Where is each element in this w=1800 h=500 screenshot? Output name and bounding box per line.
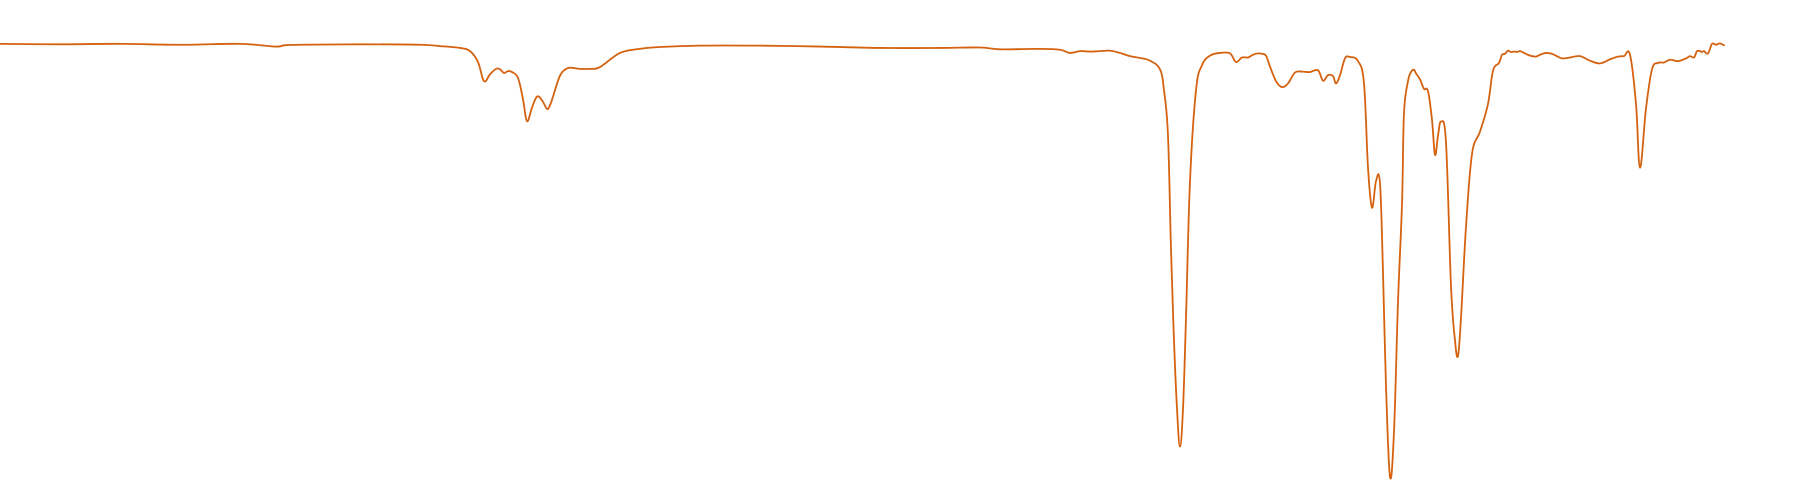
spectrum-series-line-0 bbox=[0, 42, 1725, 480]
